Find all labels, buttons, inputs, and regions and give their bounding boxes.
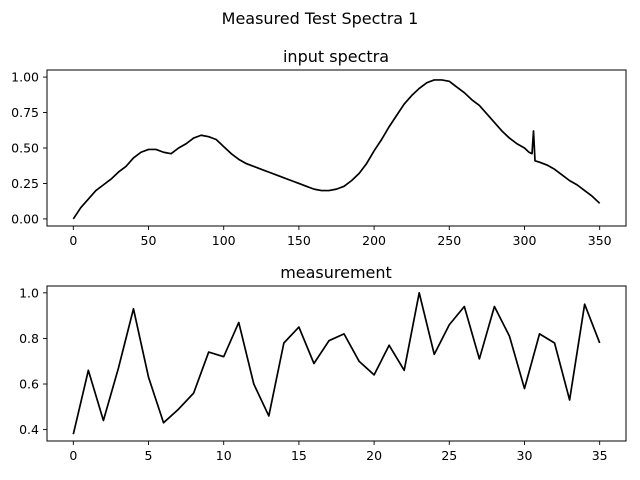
input-spectra-title: input spectra [283,47,389,66]
input-spectra-ticks: 0 50 100 150 200 250 300 350 0.00 0.25 0.50 0.75 1.0… [11,70,612,248]
input-spectra-ytick-label: 1.00 [11,70,39,85]
measurement-xtick-label: 35 [592,448,608,463]
input-spectra-xtick-label: 200 [362,233,386,248]
measurement-xtick-label: 20 [366,448,382,463]
input-spectra-xtick-label: 300 [513,233,537,248]
input-spectra-xtick-label: 350 [588,233,612,248]
measurement-xtick-label: 30 [517,448,533,463]
input-spectra-xtick-label: 0 [69,233,77,248]
measurement-ytick-label: 1.0 [19,285,39,300]
measurement-ytick-label: 0.6 [19,377,39,392]
measurement-ytick-label: 0.8 [19,331,39,346]
input-spectra-xtick-label: 150 [287,233,311,248]
input-spectra-axes: input spectra 0 50 100 150 200 250 300 3500.000… [11,47,627,248]
measurement-xtick-label: 0 [69,448,77,463]
input-spectra-xtick-label: 100 [212,233,236,248]
figure-suptitle: Measured Test Spectra 1 [222,9,419,28]
measurement-xtick-label: 10 [216,448,232,463]
measurement-ytick-label: 0.4 [19,422,39,437]
input-spectra-line [72,79,601,220]
measurement-axes: measurement 0 5 10 15 20 25 30 35 0.4 0.6 0.8 1.0 [19,263,627,463]
input-spectra-ytick-label: 0.50 [11,141,39,156]
measurement-xtick-label: 15 [291,448,307,463]
measurement-frame [46,285,627,442]
measurement-xtick-label: 5 [145,448,153,463]
input-spectra-ytick-label: 0.00 [11,211,39,226]
input-spectra-xtick-label: 250 [437,233,461,248]
measurement-title: measurement [280,263,392,282]
input-spectra-frame [46,69,627,227]
input-spectra-ytick-label: 0.75 [11,105,39,120]
input-spectra-xtick-label: 50 [141,233,157,248]
measurement-xtick-label: 25 [441,448,457,463]
input-spectra-ytick-label: 0.25 [11,176,39,191]
measurement-line [72,291,601,435]
measurement-ticks: 0 5 10 15 20 25 30 35 0.4 0.6 0.8 1.0 [19,285,608,463]
